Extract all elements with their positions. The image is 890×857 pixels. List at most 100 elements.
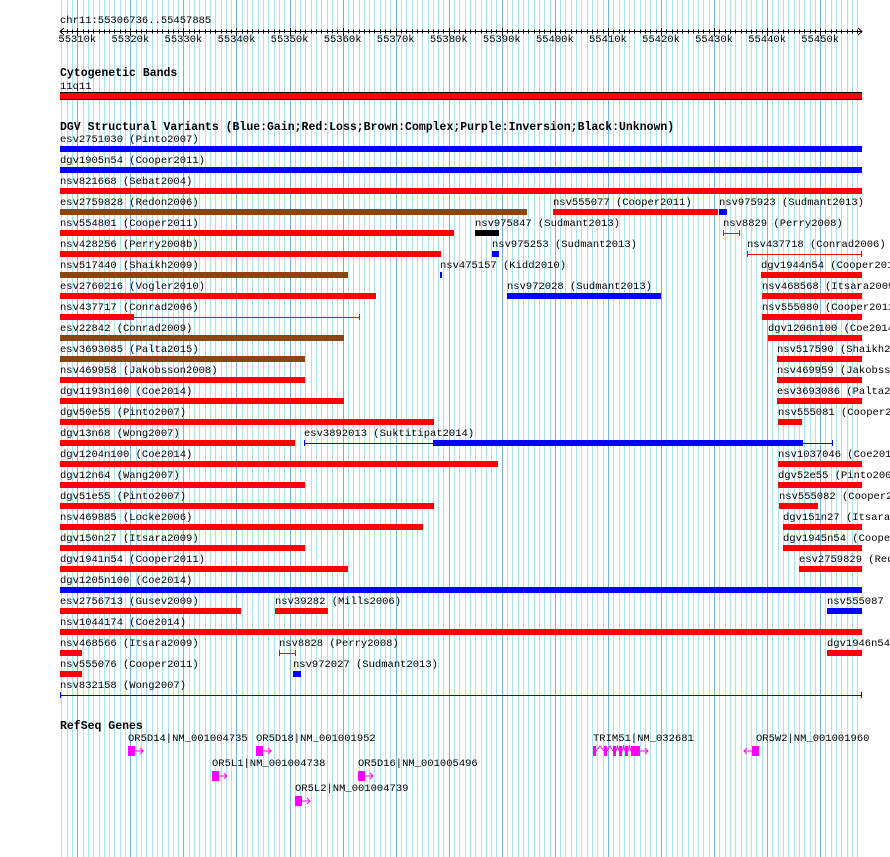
- variant-label[interactable]: dgv52e55 (Pinto2007: [778, 470, 890, 482]
- variant-label[interactable]: nsv8828 (Perry2008): [279, 638, 399, 650]
- variant-label[interactable]: dgv1204n100 (Coe2014): [60, 449, 193, 461]
- variant-label[interactable]: nsv972028 (Sudmant2013): [507, 281, 652, 293]
- variant-label[interactable]: esv22842 (Conrad2009): [60, 323, 193, 335]
- variant-label[interactable]: esv2759829 (Redo: [799, 554, 890, 566]
- variant-label[interactable]: esv2759828 (Redon2006): [60, 197, 199, 209]
- variant-label[interactable]: nsv469958 (Jakobsson2008): [60, 365, 218, 377]
- variant-bar[interactable]: [762, 314, 862, 320]
- variant-label[interactable]: dgv51e55 (Pinto2007): [60, 491, 187, 503]
- variant-bar[interactable]: [553, 209, 718, 215]
- variant-label[interactable]: dgv1205n100 (Coe2014): [60, 575, 193, 587]
- gene-label[interactable]: OR5D14|NM_001004735: [128, 733, 248, 745]
- gene-label[interactable]: TRIM51|NM_032681: [593, 733, 694, 745]
- variant-bar[interactable]: [778, 461, 862, 467]
- variant-label[interactable]: nsv468566 (Itsara2009): [60, 638, 199, 650]
- variant-bar[interactable]: [60, 272, 348, 278]
- variant-label[interactable]: nsv555080 (Cooper2011): [762, 302, 890, 314]
- gene-glyph[interactable]: [0, 770, 890, 782]
- variant-bar[interactable]: [60, 419, 434, 425]
- variant-label[interactable]: dgv50e55 (Pinto2007): [60, 407, 187, 419]
- variant-label[interactable]: dgv1193n100 (Coe2014): [60, 386, 193, 398]
- variant-bar[interactable]: [60, 440, 295, 446]
- gene-label[interactable]: OR5D18|NM_001001952: [256, 733, 376, 745]
- variant-bar[interactable]: [60, 545, 305, 551]
- variant-label[interactable]: nsv555082 (Cooper20: [779, 491, 890, 503]
- variant-bar[interactable]: [60, 230, 454, 236]
- variant-bar[interactable]: [777, 356, 862, 362]
- variant-label[interactable]: nsv437717 (Conrad2006): [60, 302, 199, 314]
- variant-bar[interactable]: [60, 314, 134, 320]
- gene-label[interactable]: OR5L1|NM_001004738: [212, 758, 326, 770]
- variant-label[interactable]: nsv468568 (Itsara2009): [762, 281, 890, 293]
- variant-label[interactable]: nsv975253 (Sudmant2013): [492, 239, 637, 251]
- variant-bar[interactable]: [60, 251, 441, 257]
- gene-glyph[interactable]: [0, 745, 890, 757]
- variant-bar[interactable]: [60, 398, 344, 404]
- variant-bar[interactable]: [60, 671, 82, 677]
- variant-label[interactable]: nsv555081 (Cooper20: [778, 407, 890, 419]
- gene-label[interactable]: OR5D16|NM_001005496: [358, 758, 478, 770]
- gene-label[interactable]: OR5W2|NM_001001960: [756, 733, 870, 745]
- variant-label[interactable]: nsv469885 (Locke2006): [60, 512, 193, 524]
- variant-label[interactable]: dgv1941n54 (Cooper2011): [60, 554, 205, 566]
- variant-bar[interactable]: [777, 398, 862, 404]
- variant-label[interactable]: nsv517590 (Shaikh20: [777, 344, 890, 356]
- variant-bar[interactable]: [60, 629, 862, 635]
- variant-bar[interactable]: [60, 503, 434, 509]
- variant-label[interactable]: dgv1944n54 (Cooper2011: [761, 260, 890, 272]
- variant-bar[interactable]: [778, 482, 862, 488]
- variant-label[interactable]: nsv555077 (Cooper2011): [553, 197, 692, 209]
- variant-bar[interactable]: [60, 482, 305, 488]
- variant-bar[interactable]: [778, 419, 802, 425]
- variant-bar[interactable]: [60, 209, 527, 215]
- variant-label[interactable]: nsv39282 (Mills2006): [275, 596, 402, 608]
- variant-bar[interactable]: [60, 587, 862, 593]
- variant-bar[interactable]: [60, 377, 305, 383]
- variant-span-line[interactable]: [60, 317, 360, 318]
- variant-label[interactable]: nsv428256 (Perry2008b): [60, 239, 199, 251]
- variant-bar[interactable]: [60, 188, 862, 194]
- variant-label[interactable]: dgv12n64 (Wang2007): [60, 470, 180, 482]
- variant-label[interactable]: nsv975923 (Sudmant2013): [719, 197, 864, 209]
- variant-label[interactable]: dgv1905n54 (Cooper2011): [60, 155, 205, 167]
- variant-bar[interactable]: [475, 230, 499, 236]
- variant-label[interactable]: dgv1945n54 (Cooper: [783, 533, 890, 545]
- variant-label[interactable]: esv2760216 (Vogler2010): [60, 281, 205, 293]
- variant-bar[interactable]: [827, 608, 862, 614]
- variant-label[interactable]: esv3693086 (Palta20: [777, 386, 890, 398]
- variant-bar[interactable]: [293, 671, 301, 677]
- variant-bar[interactable]: [60, 146, 862, 152]
- variant-label[interactable]: nsv1044174 (Coe2014): [60, 617, 187, 629]
- variant-label[interactable]: nsv8829 (Perry2008): [723, 218, 843, 230]
- variant-span-line[interactable]: [279, 653, 296, 654]
- variant-label[interactable]: nsv1037046 (Coe2014: [778, 449, 890, 461]
- variant-bar[interactable]: [719, 209, 727, 215]
- variant-label[interactable]: nsv554801 (Cooper2011): [60, 218, 199, 230]
- variant-span-line[interactable]: [723, 233, 740, 234]
- variant-bar[interactable]: [799, 566, 862, 572]
- variant-bar[interactable]: [60, 167, 862, 173]
- variant-bar[interactable]: [275, 608, 328, 614]
- variant-label[interactable]: nsv517440 (Shaikh2009): [60, 260, 199, 272]
- variant-bar[interactable]: [60, 356, 305, 362]
- variant-label[interactable]: nsv972027 (Sudmant2013): [293, 659, 438, 671]
- variant-bar[interactable]: [60, 650, 82, 656]
- variant-label[interactable]: esv3892013 (Suktitipat2014): [304, 428, 475, 440]
- variant-label[interactable]: dgv1946n54: [827, 638, 890, 650]
- variant-bar[interactable]: [60, 608, 241, 614]
- variant-label[interactable]: nsv475157 (Kidd2010): [440, 260, 567, 272]
- gene-glyph[interactable]: [0, 795, 890, 807]
- variant-label[interactable]: dgv1206n100 (Coe2014): [768, 323, 890, 335]
- variant-bar[interactable]: [768, 335, 862, 341]
- gene-label[interactable]: OR5L2|NM_001004739: [295, 783, 409, 795]
- variant-span-line[interactable]: [747, 254, 862, 255]
- variant-bar[interactable]: [507, 293, 661, 299]
- variant-bar[interactable]: [492, 251, 499, 257]
- variant-bar[interactable]: [761, 272, 862, 278]
- ruler[interactable]: [0, 24, 890, 36]
- cytoband-bar[interactable]: [60, 92, 862, 100]
- variant-label[interactable]: nsv832158 (Wong2007): [60, 680, 187, 692]
- variant-bar[interactable]: [827, 650, 862, 656]
- variant-label[interactable]: nsv437718 (Conrad2006): [747, 239, 886, 251]
- gene-glyph[interactable]: [0, 745, 890, 757]
